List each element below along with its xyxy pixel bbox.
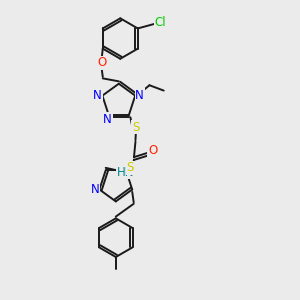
- Text: N: N: [91, 183, 100, 196]
- Text: HN: HN: [117, 166, 135, 179]
- Text: O: O: [148, 144, 157, 158]
- Text: S: S: [132, 121, 139, 134]
- Text: N: N: [103, 112, 112, 126]
- Text: O: O: [97, 56, 106, 69]
- Text: S: S: [126, 161, 134, 174]
- Text: N: N: [135, 88, 144, 101]
- Text: N: N: [93, 88, 102, 101]
- Text: Cl: Cl: [155, 16, 167, 29]
